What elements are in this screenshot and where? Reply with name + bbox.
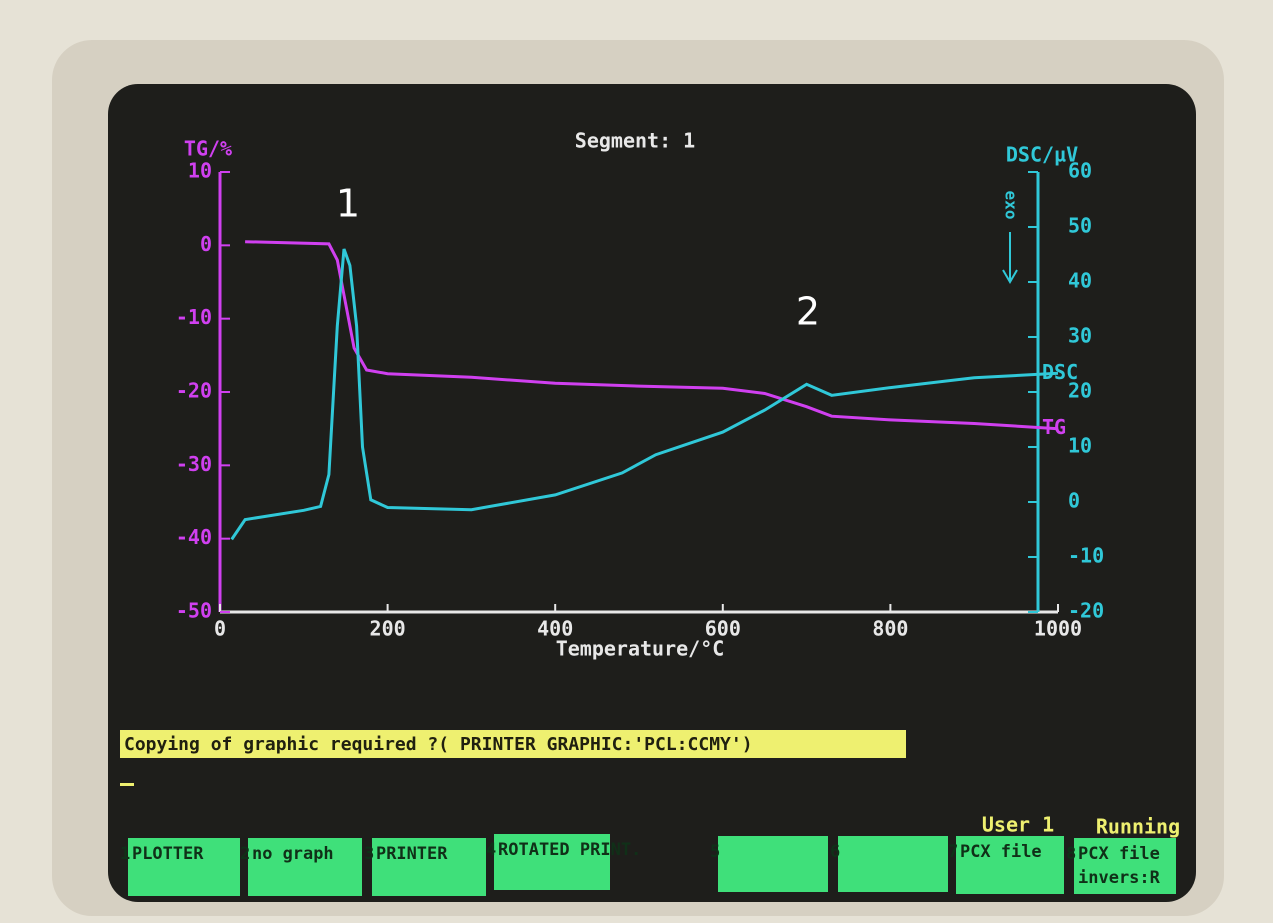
- x-tick-label: 600: [705, 617, 741, 641]
- exo-label: exo: [1002, 191, 1021, 220]
- prompt: Copying of graphic required ?( PRINTER G…: [124, 734, 753, 755]
- x-tick-label: 200: [370, 617, 406, 641]
- function-key-label: PLOTTER: [132, 844, 204, 864]
- y-tick-label: -40: [176, 525, 212, 549]
- annotation: 1: [336, 182, 360, 226]
- y-axis-label: TG/%: [184, 137, 232, 161]
- x-tick-label: 800: [872, 617, 908, 641]
- function-key-number: 6: [830, 842, 840, 862]
- function-key-number: 7: [948, 842, 958, 862]
- y2-tick-label: -20: [1068, 599, 1104, 623]
- function-key-number: 3: [364, 844, 374, 864]
- function-key[interactable]: [838, 836, 948, 892]
- y-tick-label: -10: [176, 305, 212, 329]
- y-tick-label: -30: [176, 452, 212, 476]
- function-key-number: 4: [486, 840, 496, 860]
- function-key-number: 1: [120, 844, 130, 864]
- y2-tick-label: -10: [1068, 544, 1104, 568]
- y2-tick-label: 0: [1068, 489, 1080, 513]
- function-key[interactable]: [718, 836, 828, 892]
- series-label: DSC: [1042, 360, 1078, 384]
- function-key-label: PRINTER: [376, 844, 448, 864]
- function-key-label: ROTATED PRINT.: [498, 840, 641, 860]
- x-tick-label: 400: [537, 617, 573, 641]
- y2-tick-label: 50: [1068, 214, 1092, 238]
- chart-title: Segment: 1: [575, 129, 695, 153]
- function-key-number: 5: [710, 842, 720, 862]
- y2-tick-label: 40: [1068, 269, 1092, 293]
- screen-photo: Segment: 1 TG/% DSC/µV Temperature/°C 1 …: [0, 0, 1273, 923]
- y2-tick-label: 60: [1068, 159, 1092, 183]
- user-status: User 1: [982, 813, 1054, 837]
- x-tick-label: 0: [214, 617, 226, 641]
- function-key-label: PCX file: [960, 842, 1042, 862]
- cursor: [120, 783, 134, 786]
- y2-tick-label: 10: [1068, 434, 1092, 458]
- function-key-number: 2: [240, 844, 250, 864]
- run-status: Running: [1096, 815, 1180, 839]
- annotation: 2: [796, 290, 820, 334]
- y-tick-label: 0: [200, 232, 212, 256]
- y-tick-label: -20: [176, 379, 212, 403]
- function-key-number: 8: [1066, 844, 1076, 864]
- y2-tick-label: 30: [1068, 324, 1092, 348]
- series-label: TG: [1042, 415, 1066, 439]
- y-tick-label: -50: [176, 599, 212, 623]
- x-axis-label: Temperature/°C: [556, 637, 725, 661]
- crt-screen: [108, 84, 1196, 902]
- y-tick-label: 10: [188, 159, 212, 183]
- function-key-label: no graph: [252, 844, 334, 864]
